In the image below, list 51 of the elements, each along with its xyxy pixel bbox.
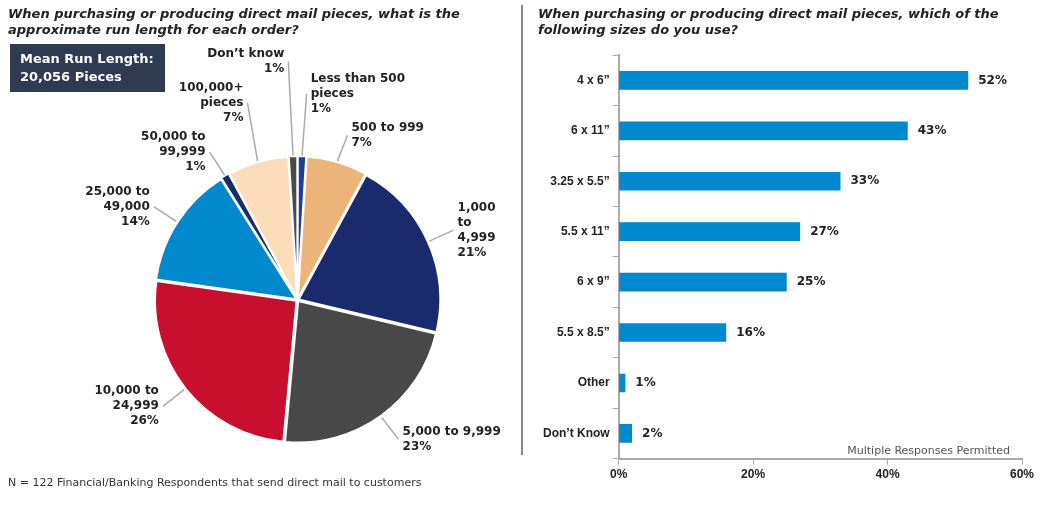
data-label: 43% xyxy=(917,122,947,137)
y-tick-label: 3.25 x 5.5” xyxy=(550,173,610,188)
slice-label: Don’t know xyxy=(207,46,285,61)
data-label: 16% xyxy=(736,324,765,339)
y-tick-label: Don’t Know xyxy=(542,425,611,440)
data-label: 1% xyxy=(635,375,656,390)
x-tick-label: 20% xyxy=(741,467,766,482)
slice-label: 500 to 999 xyxy=(351,119,424,134)
slice-label: 25,000 to 49,000 xyxy=(85,183,150,213)
data-label: 26% xyxy=(130,413,159,428)
text: Mean Run Length: 20,056 Pieces xyxy=(10,44,165,92)
data-label: 52% xyxy=(978,72,1007,87)
y-tick-label: Other xyxy=(577,375,610,390)
data-label: 27% xyxy=(810,223,839,238)
bar xyxy=(619,222,801,242)
chart-title: When purchasing or producing direct mail pieces, what is the approximate run length for each order? xyxy=(8,6,461,38)
chart-title: When purchasing or producing direct mail pieces, which of the following sizes do you use? xyxy=(538,6,1000,38)
data-label: 1% xyxy=(310,100,332,115)
data-label: 25% xyxy=(796,274,826,289)
y-tick-label: 5.5 x 11” xyxy=(560,224,610,238)
slice-label: 10,000 to 24,999 xyxy=(94,383,159,413)
data-label: 1% xyxy=(263,61,285,76)
data-label: 21% xyxy=(457,244,487,259)
data-label: 1% xyxy=(185,159,206,174)
data-label: 2% xyxy=(642,425,663,440)
x-tick-label: 40% xyxy=(875,467,900,482)
y-tick-label: 5.5 x 8.5” xyxy=(556,324,610,339)
x-tick-label: 0% xyxy=(609,467,628,482)
x-tick-label: 60% xyxy=(1009,467,1035,482)
y-tick-label: 6 x 11” xyxy=(570,123,610,138)
bar xyxy=(619,272,787,292)
bar xyxy=(619,323,727,342)
data-label: 14% xyxy=(121,213,150,228)
data-label: 7% xyxy=(223,110,244,125)
bar xyxy=(619,121,908,141)
bar xyxy=(619,424,633,443)
data-label: 23% xyxy=(402,439,432,453)
slice-label: 5,000 to 9,999 xyxy=(402,424,501,438)
y-tick-label: 6 x 9” xyxy=(576,274,610,289)
bar xyxy=(619,171,841,191)
data-label: 7% xyxy=(351,134,372,149)
slice-label: Less than 500 pieces xyxy=(310,70,406,100)
bar xyxy=(619,373,626,393)
y-tick-label: 4 x 6” xyxy=(576,72,610,87)
text: N = 122 Financial/Banking Respondents that send direct mail to customers xyxy=(8,476,422,489)
slice-label: 50,000 to 99,999 xyxy=(141,129,206,159)
slice-label: 1,000 to 4,999 xyxy=(457,199,496,244)
annotation: Multiple Responses Permitted xyxy=(847,443,1010,457)
data-label: 33% xyxy=(850,173,880,188)
bar xyxy=(619,71,969,90)
slice-label: 100,000+ pieces xyxy=(178,80,244,110)
